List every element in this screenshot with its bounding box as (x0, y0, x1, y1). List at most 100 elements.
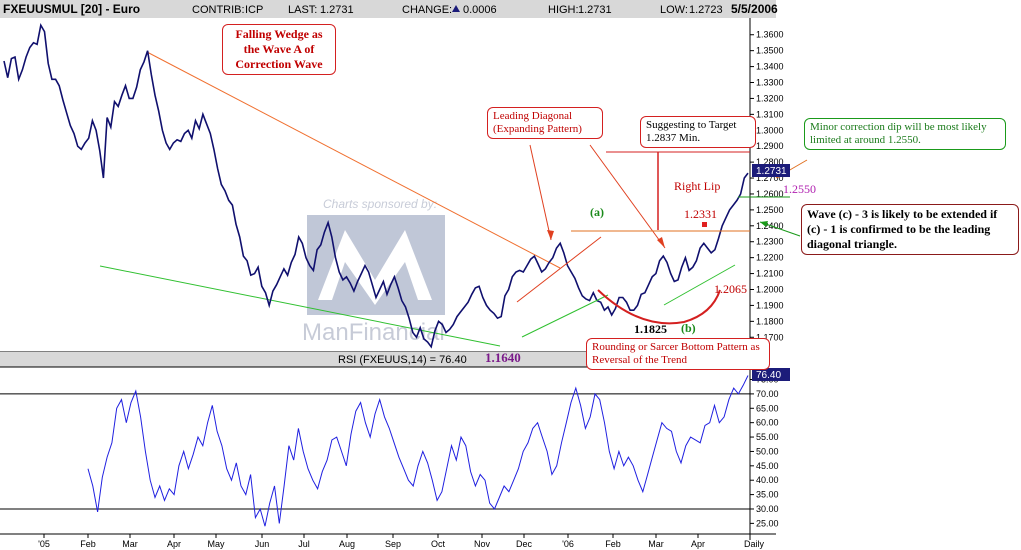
x-tick-label: '06 (562, 539, 574, 549)
price-series (3, 22, 749, 349)
y-tick-label: 1.3600 (756, 30, 784, 40)
header-contrib-label: CONTRIB: (192, 4, 245, 16)
last-rsi-tag-text: 76.40 (756, 370, 781, 381)
x-tick-label: Jul (298, 539, 310, 549)
leading-diagonal-arrow-1 (529, 144, 552, 241)
annotation-rounding-bottom: Rounding or Sarcer Bottom Pattern as Rev… (586, 338, 770, 370)
header-contrib-value: ICP (245, 4, 263, 16)
rsi-y-tick-label: 70.00 (756, 389, 779, 399)
rsi-label-bar (0, 352, 750, 367)
label-level-2550: 1.2550 (783, 182, 816, 196)
diagonal-upper-line (516, 236, 602, 303)
y-tick-label: 1.3200 (756, 93, 784, 103)
y-tick-label: 1.2000 (756, 284, 784, 294)
x-tick-label: Feb (605, 539, 621, 549)
header-last-value: 1.2731 (320, 4, 354, 16)
y-tick-label: 1.3000 (756, 125, 784, 135)
x-tick-label: Jun (255, 539, 270, 549)
y-tick-label: 1.2100 (756, 269, 784, 279)
y-tick-label: 1.2900 (756, 141, 784, 151)
price-y-axis: 1.1700 1.1800 1.1900 1.2000 1.2100 1.2200 1.23… (750, 30, 784, 342)
header-low-label: LOW: (660, 4, 688, 16)
rsi-y-tick-label: 30.00 (756, 504, 779, 514)
header-date: 5/5/2006 (731, 2, 778, 16)
trendlines (99, 51, 561, 347)
y-tick-label: 1.3400 (756, 62, 784, 72)
header-low-value: 1.2723 (689, 4, 723, 16)
rsi-y-axis: 25.00 30.00 35.00 40.00 45.00 50.00 55.00 60.00… (750, 375, 779, 528)
diagonal-lower-line (521, 294, 609, 338)
header-high-label: HIGH: (548, 4, 579, 16)
x-tick-label: Dec (516, 539, 533, 549)
x-tick-label: Apr (167, 539, 181, 549)
y-tick-label: 1.2300 (756, 237, 784, 247)
label-level-1640: 1.1640 (485, 350, 521, 365)
annotation-minor-correction: Minor correction dip will be most likely… (804, 118, 1006, 150)
header-last-label: LAST: (288, 4, 317, 16)
x-tick-label: Mar (122, 539, 138, 549)
price-line (3, 22, 749, 349)
arrowhead-icon (760, 221, 768, 227)
label-wave-b: (b) (681, 321, 696, 335)
annotation-leading-diagonal: Leading Diagonal (Expanding Pattern) (487, 107, 603, 139)
rsi-y-tick-label: 65.00 (756, 403, 779, 413)
annotation-wave-c: Wave (c) - 3 is likely to be extended if… (801, 204, 1019, 255)
label-level-2065: 1.2065 (714, 282, 747, 296)
header-change-label: CHANGE: (402, 4, 452, 16)
rsi-y-tick-label: 45.00 (756, 461, 779, 471)
neckline-lower (663, 264, 736, 306)
label-wave-a: (a) (590, 205, 604, 219)
last-price-tag-text: 1.2731 (756, 166, 787, 177)
y-tick-label: 1.1900 (756, 300, 784, 310)
y-tick-label: 1.1700 (756, 332, 784, 342)
last-price-tag (752, 164, 790, 177)
annotation-suggest-target: Suggesting to Target 1.2837 Min. (640, 116, 756, 148)
label-level-1825: 1.1825 (634, 322, 667, 336)
label-right-lip: Right Lip (674, 179, 721, 193)
y-tick-label: 1.2500 (756, 205, 784, 215)
rsi-line (87, 375, 749, 527)
watermark-sponsor: Charts sponsored by: (323, 197, 437, 211)
y-tick-label: 1.1800 (756, 316, 784, 326)
change-up-icon (452, 5, 460, 12)
annotation-marks (516, 144, 808, 338)
annotation-falling-wedge: Falling Wedge as the Wave A of Correctio… (222, 24, 336, 75)
rsi-y-tick-label: 35.00 (756, 490, 779, 500)
arrowhead-icon (547, 230, 554, 240)
x-axis: '05 Feb Mar Apr May Jun Jul Aug Sep Oct Nov Dec '06 F… (38, 534, 764, 549)
watermark: Charts sponsored by: ManFinancial (302, 197, 445, 346)
x-tick-label: Mar (648, 539, 664, 549)
arrowhead-icon (657, 237, 665, 248)
x-tick-label: Apr (691, 539, 705, 549)
x-tick-label: Daily (744, 539, 765, 549)
rsi-series (0, 375, 750, 527)
last-rsi-tag (752, 368, 790, 381)
x-tick-label: Aug (339, 539, 355, 549)
rsi-y-tick-label: 25.00 (756, 518, 779, 528)
rsi-y-tick-label: 55.00 (756, 432, 779, 442)
rsi-y-tick-label: 40.00 (756, 475, 779, 485)
header-bar (0, 0, 776, 18)
x-tick-label: Feb (80, 539, 96, 549)
rsi-label: RSI (FXEUUS,14) = 76.40 (338, 354, 467, 366)
header-symbol: FXEUUSMUL [20] - Euro (3, 2, 140, 16)
y-tick-label: 1.3300 (756, 78, 784, 88)
x-tick-label: Nov (474, 539, 491, 549)
leading-diagonal-arrow-2 (589, 144, 666, 249)
label-level-2331: 1.2331 (684, 207, 717, 221)
watermark-brand: ManFinancial (302, 319, 445, 346)
y-tick-label: 1.3500 (756, 46, 784, 56)
watermark-logo-mark (318, 230, 432, 305)
header-high-value: 1.2731 (578, 4, 612, 16)
x-tick-label: Oct (431, 539, 446, 549)
rsi-y-tick-label: 60.00 (756, 418, 779, 428)
rounding-bottom-arc (597, 289, 721, 325)
header-change-value: 0.0006 (463, 4, 497, 16)
x-tick-label: Sep (385, 539, 401, 549)
x-tick-label: May (207, 539, 225, 549)
wedge-lower-line (99, 265, 501, 347)
y-tick-label: 1.3100 (756, 109, 784, 119)
y-tick-label: 1.2700 (756, 173, 784, 183)
